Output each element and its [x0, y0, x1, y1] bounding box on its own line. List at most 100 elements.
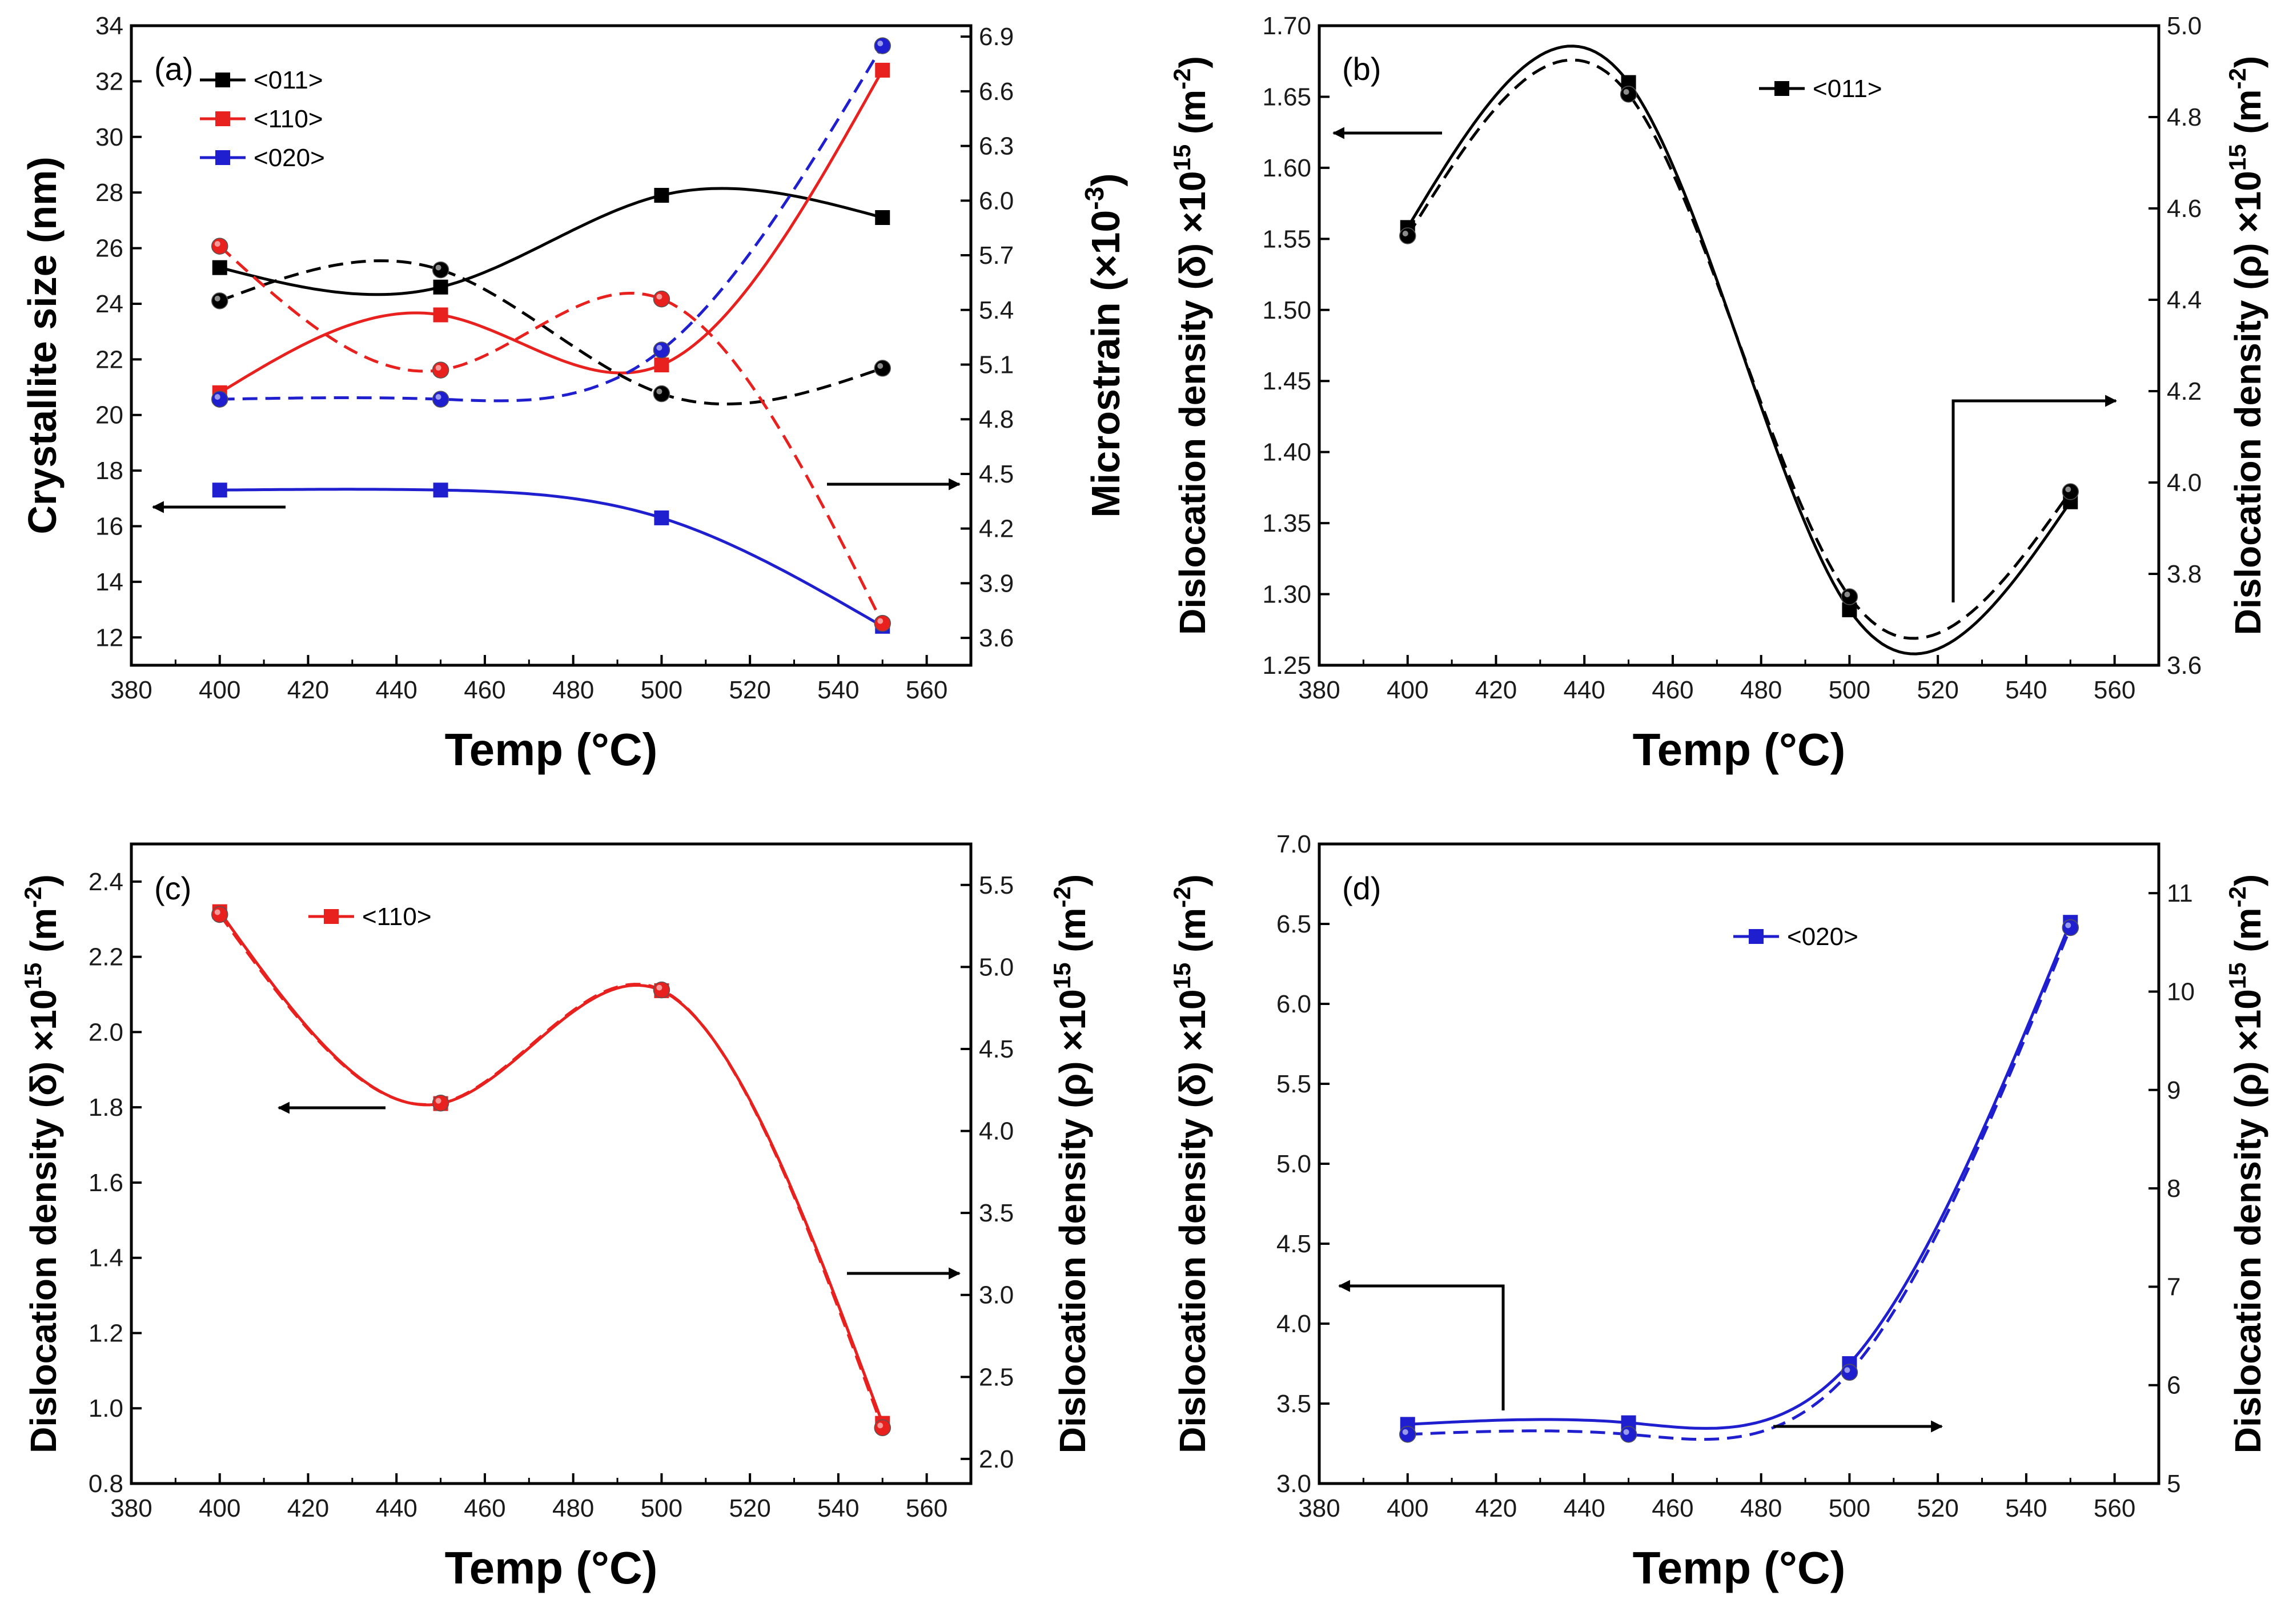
- legend-marker: [1749, 929, 1764, 944]
- y-right-tick-label: 6.0: [979, 187, 1014, 215]
- y-right-axis-label-unit-exponent: -2: [2224, 68, 2251, 89]
- y-tick-label: 7.0: [1276, 830, 1311, 858]
- y-tick-label: 1.4: [89, 1244, 123, 1272]
- y-right-axis-label-close: ): [2227, 56, 2268, 68]
- x-tick-label: 400: [1387, 1494, 1428, 1522]
- x-tick-label: 460: [464, 1494, 505, 1522]
- series-line: [219, 259, 884, 405]
- y-tick-label: 24: [95, 290, 123, 318]
- x-tick-label: 560: [906, 1494, 947, 1522]
- data-point-square: [875, 62, 890, 78]
- y-right-tick-label: 5.0: [979, 953, 1014, 981]
- y-right-axis-label-unit-exponent: -2: [2224, 886, 2251, 907]
- y-right-tick-label: 4.8: [2167, 103, 2202, 131]
- y-right-tick-label: 3.0: [979, 1281, 1014, 1309]
- y-tick-label: 3.5: [1276, 1390, 1311, 1418]
- y-tick-label: 1.50: [1262, 296, 1311, 324]
- y-tick-label: 2.4: [89, 868, 123, 896]
- data-point-highlight: [1623, 1429, 1629, 1435]
- series-line: [219, 69, 884, 394]
- y-tick-label: 1.2: [89, 1319, 123, 1347]
- data-point-circle: [1620, 86, 1637, 103]
- y-axis-label-close: ): [1172, 874, 1213, 886]
- y-axis-label-exponent: 15: [19, 963, 46, 990]
- data-point-circle: [653, 290, 670, 308]
- y-right-axis-label-text: Dislocation density (ρ) ×10: [2227, 989, 2268, 1453]
- y-axis-label-close: ): [23, 874, 64, 886]
- data-point-square: [212, 483, 227, 498]
- x-tick-label: 480: [1740, 1494, 1782, 1522]
- y-right-tick-label: 10: [2167, 978, 2195, 1006]
- y-right-tick-label: 4.5: [979, 1035, 1014, 1063]
- y-axis-label-unit-exponent: -2: [1168, 68, 1195, 89]
- y-tick-label: 12: [95, 624, 123, 652]
- data-point-highlight: [1844, 1367, 1850, 1373]
- y-tick-label: 3.0: [1276, 1470, 1311, 1498]
- x-tick-label: 400: [199, 1494, 240, 1522]
- data-point-circle: [2062, 483, 2079, 500]
- x-tick-label: 500: [1829, 676, 1870, 704]
- y-tick-label: 1.55: [1262, 225, 1311, 253]
- data-point-highlight: [214, 241, 220, 247]
- legend-marker: [215, 73, 230, 87]
- y-right-axis-label-text: Microstrain (×10: [1083, 210, 1128, 518]
- y-right-axis-label-close: ): [1083, 173, 1128, 186]
- y-right-tick-label: 4.0: [979, 1117, 1014, 1145]
- y-right-tick-label: 6.6: [979, 78, 1014, 106]
- data-point-highlight: [877, 618, 884, 624]
- y-axis-label-close: ): [1172, 56, 1213, 68]
- series-line: [218, 914, 884, 1429]
- data-point-highlight: [214, 295, 220, 302]
- y-axis-label: Crystallite size (nm): [20, 156, 65, 534]
- x-tick-label: 380: [110, 1494, 152, 1522]
- y-tick-label: 6.5: [1276, 910, 1311, 938]
- panel-tag: (a): [154, 51, 193, 87]
- y-axis-label: Dislocation density (δ) ×1015 (m-2): [19, 874, 64, 1453]
- data-point-highlight: [656, 388, 662, 395]
- y-tick-label: 26: [95, 235, 123, 263]
- y-tick-label: 32: [95, 67, 123, 95]
- x-tick-label: 560: [906, 676, 947, 704]
- x-tick-label: 460: [1652, 1494, 1693, 1522]
- data-point-circle: [874, 614, 891, 632]
- data-point-highlight: [877, 363, 884, 369]
- y-right-axis-label-close: ): [1052, 874, 1093, 886]
- y-axis-label-exponent: 15: [1168, 144, 1195, 171]
- plot-frame: [1318, 24, 2161, 667]
- data-point-highlight: [2065, 922, 2071, 928]
- y-right-axis-label-close: ): [2227, 874, 2268, 886]
- data-point-circle: [211, 906, 228, 923]
- x-axis-label: Temp (°C): [445, 724, 658, 775]
- y-right-axis-label-exponent: -3: [1079, 187, 1109, 210]
- x-tick-label: 500: [1829, 1494, 1870, 1522]
- data-point-highlight: [435, 365, 441, 371]
- y-axis-label-exponent: 15: [1168, 963, 1195, 990]
- series-line: [1407, 927, 2072, 1441]
- data-point-highlight: [1402, 1429, 1408, 1435]
- plot-frame: [130, 842, 973, 1485]
- y-right-tick-label: 6.3: [979, 132, 1014, 160]
- x-tick-label: 420: [1475, 1494, 1517, 1522]
- data-point-circle: [874, 360, 891, 377]
- data-point-highlight: [435, 1098, 441, 1104]
- y-right-tick-label: 9: [2167, 1076, 2180, 1104]
- axis-arrow: [1338, 1280, 1505, 1410]
- y-right-tick-label: 4.2: [2167, 377, 2202, 405]
- x-tick-label: 480: [552, 1494, 594, 1522]
- y-tick-label: 1.35: [1262, 509, 1311, 537]
- x-tick-label: 440: [1563, 676, 1605, 704]
- x-tick-label: 520: [1917, 1494, 1958, 1522]
- data-point-highlight: [877, 1422, 884, 1429]
- x-tick-label: 460: [1652, 676, 1693, 704]
- x-tick-label: 420: [287, 1494, 329, 1522]
- y-tick-label: 1.8: [89, 1094, 123, 1121]
- data-point-highlight: [435, 264, 441, 271]
- x-tick-label: 380: [1298, 1494, 1340, 1522]
- y-tick-label: 0.8: [89, 1470, 123, 1498]
- y-right-axis-label-unit-exponent: -2: [1049, 886, 1075, 907]
- data-point-square: [433, 307, 448, 323]
- legend-marker: [215, 150, 230, 165]
- y-right-axis-label-text: Dislocation density (ρ) ×10: [1052, 989, 1093, 1453]
- legend-label: <011>: [1813, 75, 1882, 103]
- legend-marker: [215, 111, 230, 126]
